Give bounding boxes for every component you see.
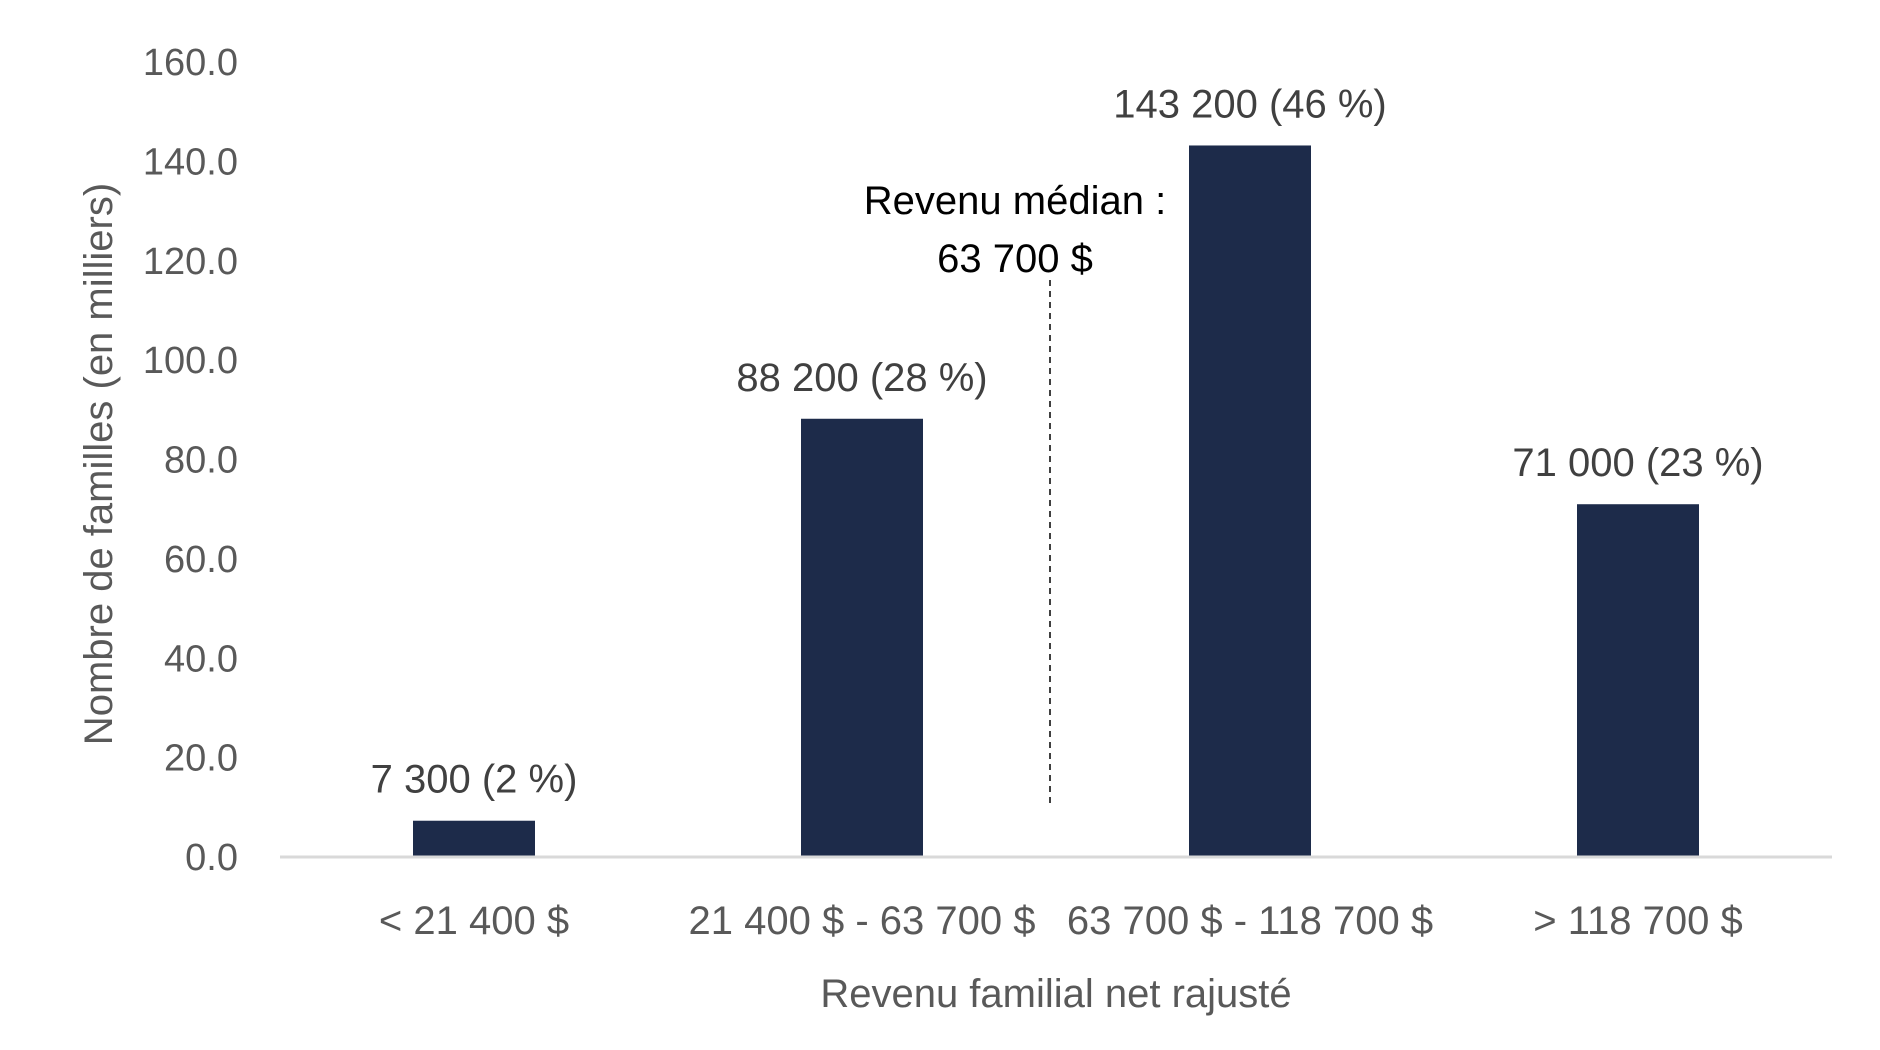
y-tick-label: 20.0 [164,738,238,780]
x-tick-label: > 118 700 $ [1533,899,1742,943]
y-tick-label: 60.0 [164,539,238,581]
data-label: 143 200 (46 %) [1113,82,1387,126]
median-label-line2: 63 700 $ [937,237,1093,281]
y-tick-label: 100.0 [143,340,238,382]
x-axis-title: Revenu familial net rajusté [820,972,1291,1016]
bar [801,418,923,857]
median-label-line1: Revenu médian : [864,179,1166,223]
x-tick-label: 63 700 $ - 118 700 $ [1067,899,1433,943]
bar [1189,145,1311,858]
y-tick-label: 40.0 [164,638,238,680]
x-tick-label: 21 400 $ - 63 700 $ [689,899,1036,943]
y-tick-label: 120.0 [143,241,238,283]
x-tick-label: < 21 400 $ [379,899,569,943]
data-label: 88 200 (28 %) [736,356,987,400]
y-tick-label: 160.0 [143,42,238,84]
bar [413,820,535,857]
y-axis-title: Nombre de familles (en milliers) [77,183,121,745]
bar [1577,504,1699,857]
y-tick-label: 140.0 [143,141,238,183]
data-label: 7 300 (2 %) [371,758,578,802]
data-label: 71 000 (23 %) [1512,441,1763,485]
y-tick-label: 0.0 [185,837,238,879]
y-tick-label: 80.0 [164,440,238,482]
